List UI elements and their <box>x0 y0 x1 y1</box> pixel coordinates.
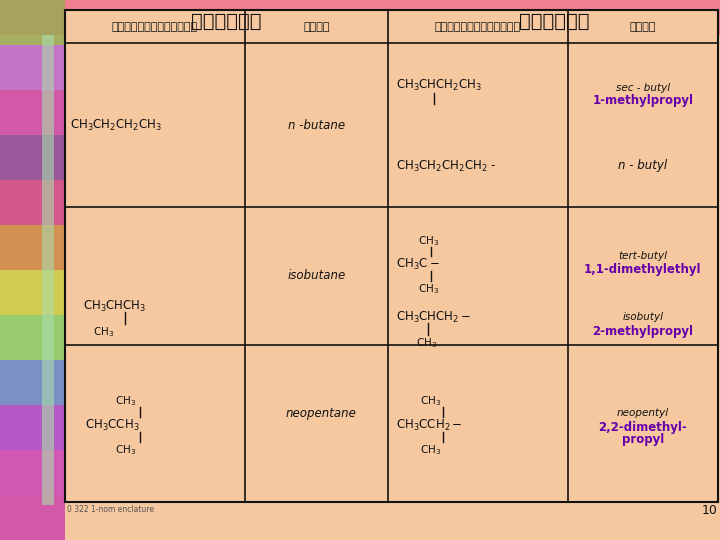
Bar <box>0 90 65 135</box>
Bar <box>0 225 65 270</box>
Text: ชื่อ: ชื่อ <box>630 22 656 32</box>
Bar <box>0 0 720 35</box>
Bar <box>0 0 65 45</box>
Text: แอลคิล: แอลคิล <box>519 11 590 30</box>
Text: n -butane: n -butane <box>288 119 345 132</box>
Text: แอลเคน: แอลเคน <box>192 11 262 30</box>
Text: propyl: propyl <box>622 433 664 446</box>
Text: n - butyl: n - butyl <box>618 159 667 172</box>
Text: 0 322 1-nom enclature: 0 322 1-nom enclature <box>67 505 154 515</box>
Text: $\mathregular{CH_3CH_2CH_2CH_3}$: $\mathregular{CH_3CH_2CH_2CH_3}$ <box>70 118 162 133</box>
Text: $\mathregular{CH_3CH_2CH_2CH_2}$ -: $\mathregular{CH_3CH_2CH_2CH_2}$ - <box>396 158 497 173</box>
Text: neopentane: neopentane <box>286 407 357 420</box>
Bar <box>0 270 65 315</box>
Text: $\mathregular{CH_3}$: $\mathregular{CH_3}$ <box>93 325 114 339</box>
Text: $\mathregular{CH_3}$: $\mathregular{CH_3}$ <box>418 234 439 248</box>
Text: $\mathregular{CH_3}$: $\mathregular{CH_3}$ <box>420 443 441 457</box>
Text: 10: 10 <box>702 503 718 516</box>
Text: สูตรโครงสร้าง: สูตรโครงสร้าง <box>112 22 198 32</box>
Bar <box>0 45 65 90</box>
Text: $\mathregular{CH_3}$: $\mathregular{CH_3}$ <box>418 282 439 296</box>
Text: $\mathregular{CH_3C-}$: $\mathregular{CH_3C-}$ <box>396 256 440 272</box>
Bar <box>0 450 65 495</box>
Text: ชื่อ: ชื่อ <box>303 22 330 32</box>
Text: $\mathregular{CH_3CHCH_2CH_3}$: $\mathregular{CH_3CHCH_2CH_3}$ <box>396 78 482 93</box>
Text: isobutane: isobutane <box>287 269 346 282</box>
Text: 2-methylpropyl: 2-methylpropyl <box>593 325 693 338</box>
Text: $\mathregular{CH_3CHCH_2-}$: $\mathregular{CH_3CHCH_2-}$ <box>396 309 472 325</box>
Text: tert-butyl: tert-butyl <box>618 251 667 261</box>
Text: สูตรโครงสร้าง: สูตรโครงสร้าง <box>435 22 521 32</box>
Bar <box>0 180 65 225</box>
Bar <box>0 405 65 450</box>
Bar <box>0 360 65 405</box>
Text: isobutyl: isobutyl <box>622 312 663 322</box>
Text: $\mathregular{CH_3CHCH_3}$: $\mathregular{CH_3CHCH_3}$ <box>83 299 146 314</box>
Bar <box>0 495 65 540</box>
Bar <box>0 315 65 360</box>
Text: $\mathregular{CH_3}$: $\mathregular{CH_3}$ <box>115 443 136 457</box>
Text: $\mathregular{CH_3}$: $\mathregular{CH_3}$ <box>416 336 438 350</box>
Text: 1,1-dimethylethyl: 1,1-dimethylethyl <box>584 262 702 275</box>
Text: $\mathregular{CH_3}$: $\mathregular{CH_3}$ <box>420 394 441 408</box>
Text: 1-methylpropyl: 1-methylpropyl <box>593 94 693 107</box>
Text: neopentyl: neopentyl <box>617 408 669 418</box>
Text: $\mathregular{CH_3CCH_3}$: $\mathregular{CH_3CCH_3}$ <box>85 418 140 433</box>
Text: 2,2-dimethyl-: 2,2-dimethyl- <box>598 421 688 434</box>
Bar <box>42 35 54 505</box>
Text: $\mathregular{CH_3CCH_2-}$: $\mathregular{CH_3CCH_2-}$ <box>396 418 463 433</box>
Bar <box>0 135 65 180</box>
Text: $\mathregular{CH_3}$: $\mathregular{CH_3}$ <box>115 394 136 408</box>
Text: sec - butyl: sec - butyl <box>616 83 670 93</box>
